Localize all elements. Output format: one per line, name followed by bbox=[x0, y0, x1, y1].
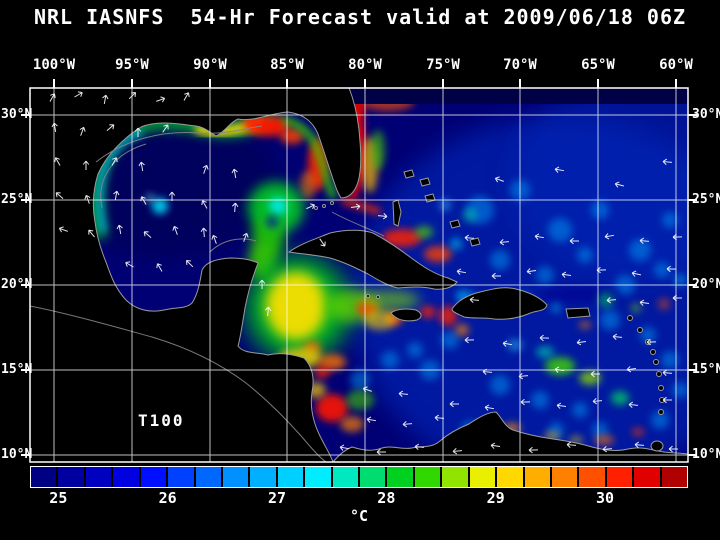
colorbar-cell bbox=[195, 467, 221, 487]
degree-grid bbox=[30, 88, 688, 462]
lon-tick-label: 90°W bbox=[193, 57, 227, 73]
lon-tick-label: 95°W bbox=[115, 57, 149, 73]
colorbar-cell bbox=[442, 467, 468, 487]
lat-tick-label: 10°N bbox=[1, 447, 33, 462]
lat-tick-label: 20°N bbox=[1, 277, 33, 292]
colorbar-cell bbox=[168, 467, 194, 487]
lat-tick-label: 25°N bbox=[692, 192, 720, 207]
colorbar-cell bbox=[661, 467, 688, 487]
colorbar-tick-label: 30 bbox=[595, 489, 615, 507]
plot-title: NRL IASNFS 54-Hr Forecast valid at 2009/… bbox=[33, 5, 687, 29]
colorbar-cell bbox=[250, 467, 276, 487]
lat-tick-label: 15°N bbox=[692, 362, 720, 377]
lon-tick-label: 100°W bbox=[32, 57, 76, 73]
colorbar-tick-label: 28 bbox=[377, 489, 396, 507]
colorbar-cell bbox=[414, 467, 441, 487]
colorbar-cell bbox=[497, 467, 523, 487]
lat-tick-label: 25°N bbox=[1, 192, 33, 207]
lon-tick-label: 80°W bbox=[348, 57, 382, 73]
colorbar-cell bbox=[277, 467, 304, 487]
colorbar-cell bbox=[305, 467, 331, 487]
field-depth-label: T100 bbox=[138, 411, 185, 430]
lon-tick-label: 70°W bbox=[503, 57, 537, 73]
colorbar-cell bbox=[606, 467, 633, 487]
colorbar-cell bbox=[552, 467, 578, 487]
land-layer bbox=[30, 88, 688, 462]
plot-frame bbox=[29, 87, 689, 463]
colorbar-cell bbox=[579, 467, 605, 487]
colorbar-cell bbox=[469, 467, 496, 487]
colorbar-cell bbox=[360, 467, 386, 487]
lat-tick-label: 30°N bbox=[1, 107, 33, 122]
colorbar-cell bbox=[222, 467, 249, 487]
lat-tick-label: 30°N bbox=[692, 107, 720, 122]
lat-tick-label: 20°N bbox=[692, 277, 720, 292]
colorbar-cell bbox=[387, 467, 413, 487]
colorbar-tick-label: 27 bbox=[267, 489, 287, 507]
colorbar-cell bbox=[31, 467, 57, 487]
colorbar-cell bbox=[140, 467, 167, 487]
lat-tick-label: 10°N bbox=[692, 447, 720, 462]
colorbar-unit-label: °C bbox=[349, 507, 369, 525]
colorbar-tick-label: 25 bbox=[49, 489, 68, 507]
lon-tick-label: 65°W bbox=[581, 57, 615, 73]
colorbar bbox=[30, 466, 688, 488]
colorbar-tick-label: 26 bbox=[158, 489, 177, 507]
current-vectors-layer bbox=[49, 91, 683, 456]
lat-tick-label: 15°N bbox=[1, 362, 33, 377]
colorbar-cell bbox=[332, 467, 359, 487]
colorbar-cell bbox=[524, 467, 551, 487]
contour-lines bbox=[30, 125, 385, 462]
colorbar-cell bbox=[85, 467, 112, 487]
colorbar-tick-label: 29 bbox=[486, 489, 505, 507]
lon-tick-label: 75°W bbox=[426, 57, 460, 73]
colorbar-cell bbox=[58, 467, 84, 487]
lon-tick-label: 60°W bbox=[659, 57, 693, 73]
colorbar-cell bbox=[634, 467, 660, 487]
lon-tick-label: 85°W bbox=[270, 57, 304, 73]
colorbar-cell bbox=[113, 467, 139, 487]
axis-ticks bbox=[21, 79, 697, 456]
